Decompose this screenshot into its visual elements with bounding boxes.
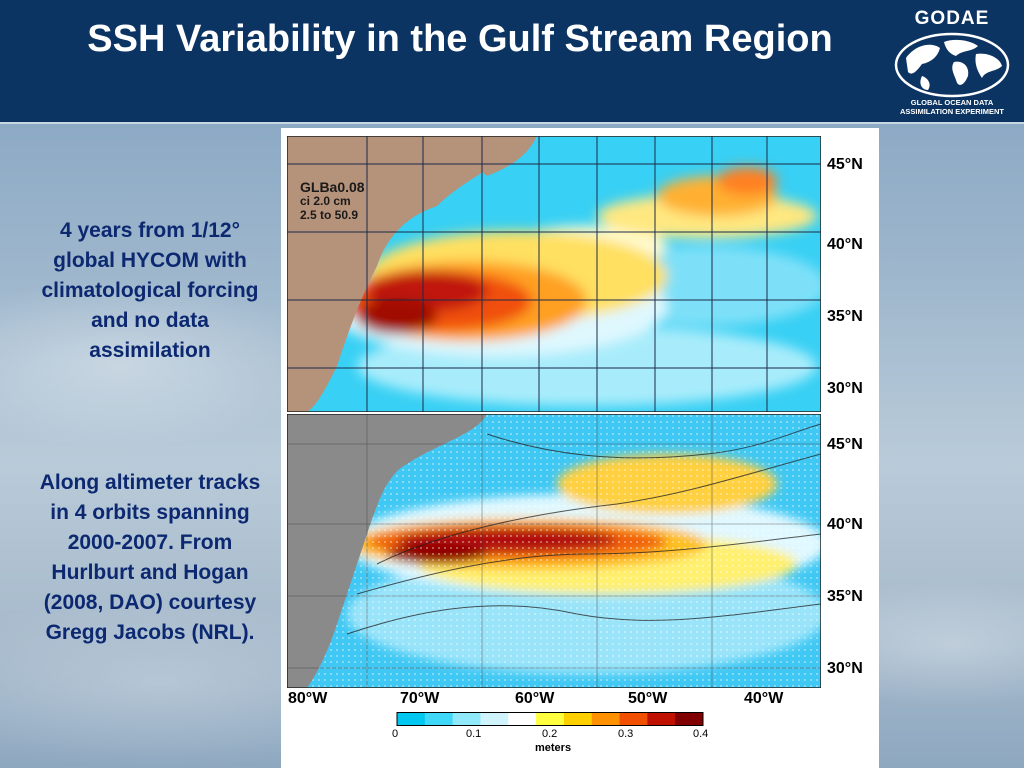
- colorbar-swatch: [536, 712, 565, 726]
- slide-title: SSH Variability in the Gulf Stream Regio…: [87, 18, 833, 60]
- note-model: 4 years from 1/12° global HYCOM with cli…: [41, 219, 259, 362]
- colorbar-swatch: [563, 712, 593, 726]
- lat-label-top-35n: 35°N: [827, 308, 863, 325]
- colorbar-border: [396, 712, 704, 726]
- colorbar-tick-0-2: 0.2: [542, 728, 558, 740]
- model-ssh-map: [287, 136, 821, 412]
- logo-subtitle-line2: ASSIMILATION EXPERIMENT: [899, 107, 1005, 116]
- model-label-name: GLBa0.08: [300, 179, 365, 195]
- colorbar-swatch: [647, 712, 676, 726]
- model-label-ci: ci 2.0 cm: [300, 194, 351, 208]
- lon-label-60w: 60°W: [515, 690, 555, 707]
- lat-label-bottom-30n: 30°N: [827, 660, 863, 677]
- note-altimeter: Along altimeter tracks in 4 orbits spann…: [39, 471, 261, 644]
- colorbar-swatch: [397, 712, 426, 726]
- godae-logo: GODAE GLOBAL OCEAN DATA ASSIMILATION EXP…: [888, 6, 1016, 118]
- title-bar: SSH Variability in the Gulf Stream Regio…: [0, 0, 1024, 124]
- colorbar-tick-0: 0: [392, 728, 399, 740]
- colorbar-swatch: [591, 712, 621, 726]
- lon-label-40w: 40°W: [744, 690, 784, 707]
- colorbar: [396, 712, 704, 726]
- colorbar-swatch: [480, 712, 509, 726]
- model-label-range: 2.5 to 50.9: [300, 208, 359, 222]
- colorbar-swatch: [424, 712, 454, 726]
- lat-label-top-40n: 40°N: [827, 236, 863, 253]
- colorbar-units: meters: [535, 742, 572, 754]
- colorbar-swatch: [508, 712, 537, 726]
- lat-label-bottom-40n: 40°N: [827, 516, 863, 533]
- colorbar-swatch: [452, 712, 481, 726]
- colorbar-tick-0-1: 0.1: [466, 728, 482, 740]
- lat-label-bottom-35n: 35°N: [827, 588, 863, 605]
- model-label: GLBa0.08 ci 2.0 cm 2.5 to 50.9: [300, 180, 365, 222]
- colorbar-tick-0-3: 0.3: [618, 728, 634, 740]
- logo-name: GODAE: [914, 8, 990, 29]
- logo-subtitle-line1: GLOBAL OCEAN DATA: [910, 98, 994, 107]
- logo-subtitle: GLOBAL OCEAN DATA ASSIMILATION EXPERIMEN…: [888, 98, 1016, 116]
- altimeter-ssh-map: [287, 414, 821, 688]
- colorbar-swatch: [675, 712, 704, 726]
- lon-label-70w: 70°W: [400, 690, 440, 707]
- lat-label-bottom-45n: 45°N: [827, 436, 863, 453]
- colorbar-tick-0-4: 0.4: [693, 728, 709, 740]
- lat-label-top-30n: 30°N: [827, 380, 863, 397]
- globe-icon: [894, 32, 1010, 98]
- lon-label-80w: 80°W: [288, 690, 328, 707]
- lon-label-50w: 50°W: [628, 690, 668, 707]
- colorbar-swatch: [619, 712, 648, 726]
- lat-label-top-45n: 45°N: [827, 156, 863, 173]
